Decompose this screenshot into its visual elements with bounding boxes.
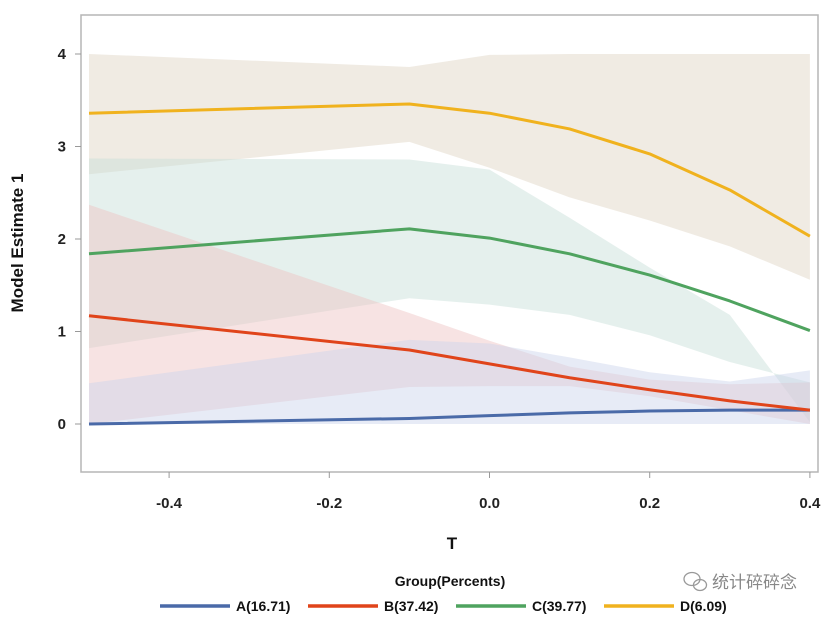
plot-frame — [80, 14, 819, 473]
wechat-icon — [683, 571, 708, 592]
legend: A(16.71) B(37.42) C(39.77) D(6.09) — [160, 598, 727, 614]
y-tick-label: 3 — [58, 139, 66, 156]
y-axis-label: Model Estimate 1 — [8, 174, 27, 313]
y-tick-label: 4 — [58, 46, 67, 63]
x-tick-label: -0.4 — [156, 495, 183, 512]
legend-label: D(6.09) — [680, 598, 727, 614]
y-tick-label: 1 — [58, 324, 66, 341]
y-axis: 0 1 2 3 4 — [58, 46, 81, 433]
y-tick-label: 0 — [58, 416, 66, 433]
x-tick-label: 0.0 — [479, 495, 500, 512]
x-axis: -0.4 -0.2 0.0 0.2 0.4 — [156, 472, 821, 512]
legend-title: Group(Percents) — [395, 573, 505, 589]
y-tick-label: 2 — [58, 231, 66, 248]
x-tick-label: -0.2 — [316, 495, 342, 512]
x-tick-label: 0.2 — [639, 495, 660, 512]
x-tick-label: 0.4 — [799, 495, 821, 512]
series-line-b — [88, 314, 811, 412]
band-b — [89, 204, 810, 424]
band-a — [89, 339, 810, 424]
series-lines — [88, 102, 811, 426]
x-axis-label: T — [447, 534, 458, 553]
band-c — [89, 158, 810, 423]
series-line-a — [88, 408, 810, 426]
confidence-bands — [89, 54, 810, 424]
series-line-d — [88, 102, 811, 238]
watermark: 统计碎碎念 — [683, 571, 797, 592]
band-d — [89, 54, 810, 280]
legend-label: C(39.77) — [532, 598, 586, 614]
legend-label: B(37.42) — [384, 598, 438, 614]
legend-label: A(16.71) — [236, 598, 290, 614]
series-line-c — [88, 227, 811, 332]
watermark-text: 统计碎碎念 — [712, 572, 797, 592]
